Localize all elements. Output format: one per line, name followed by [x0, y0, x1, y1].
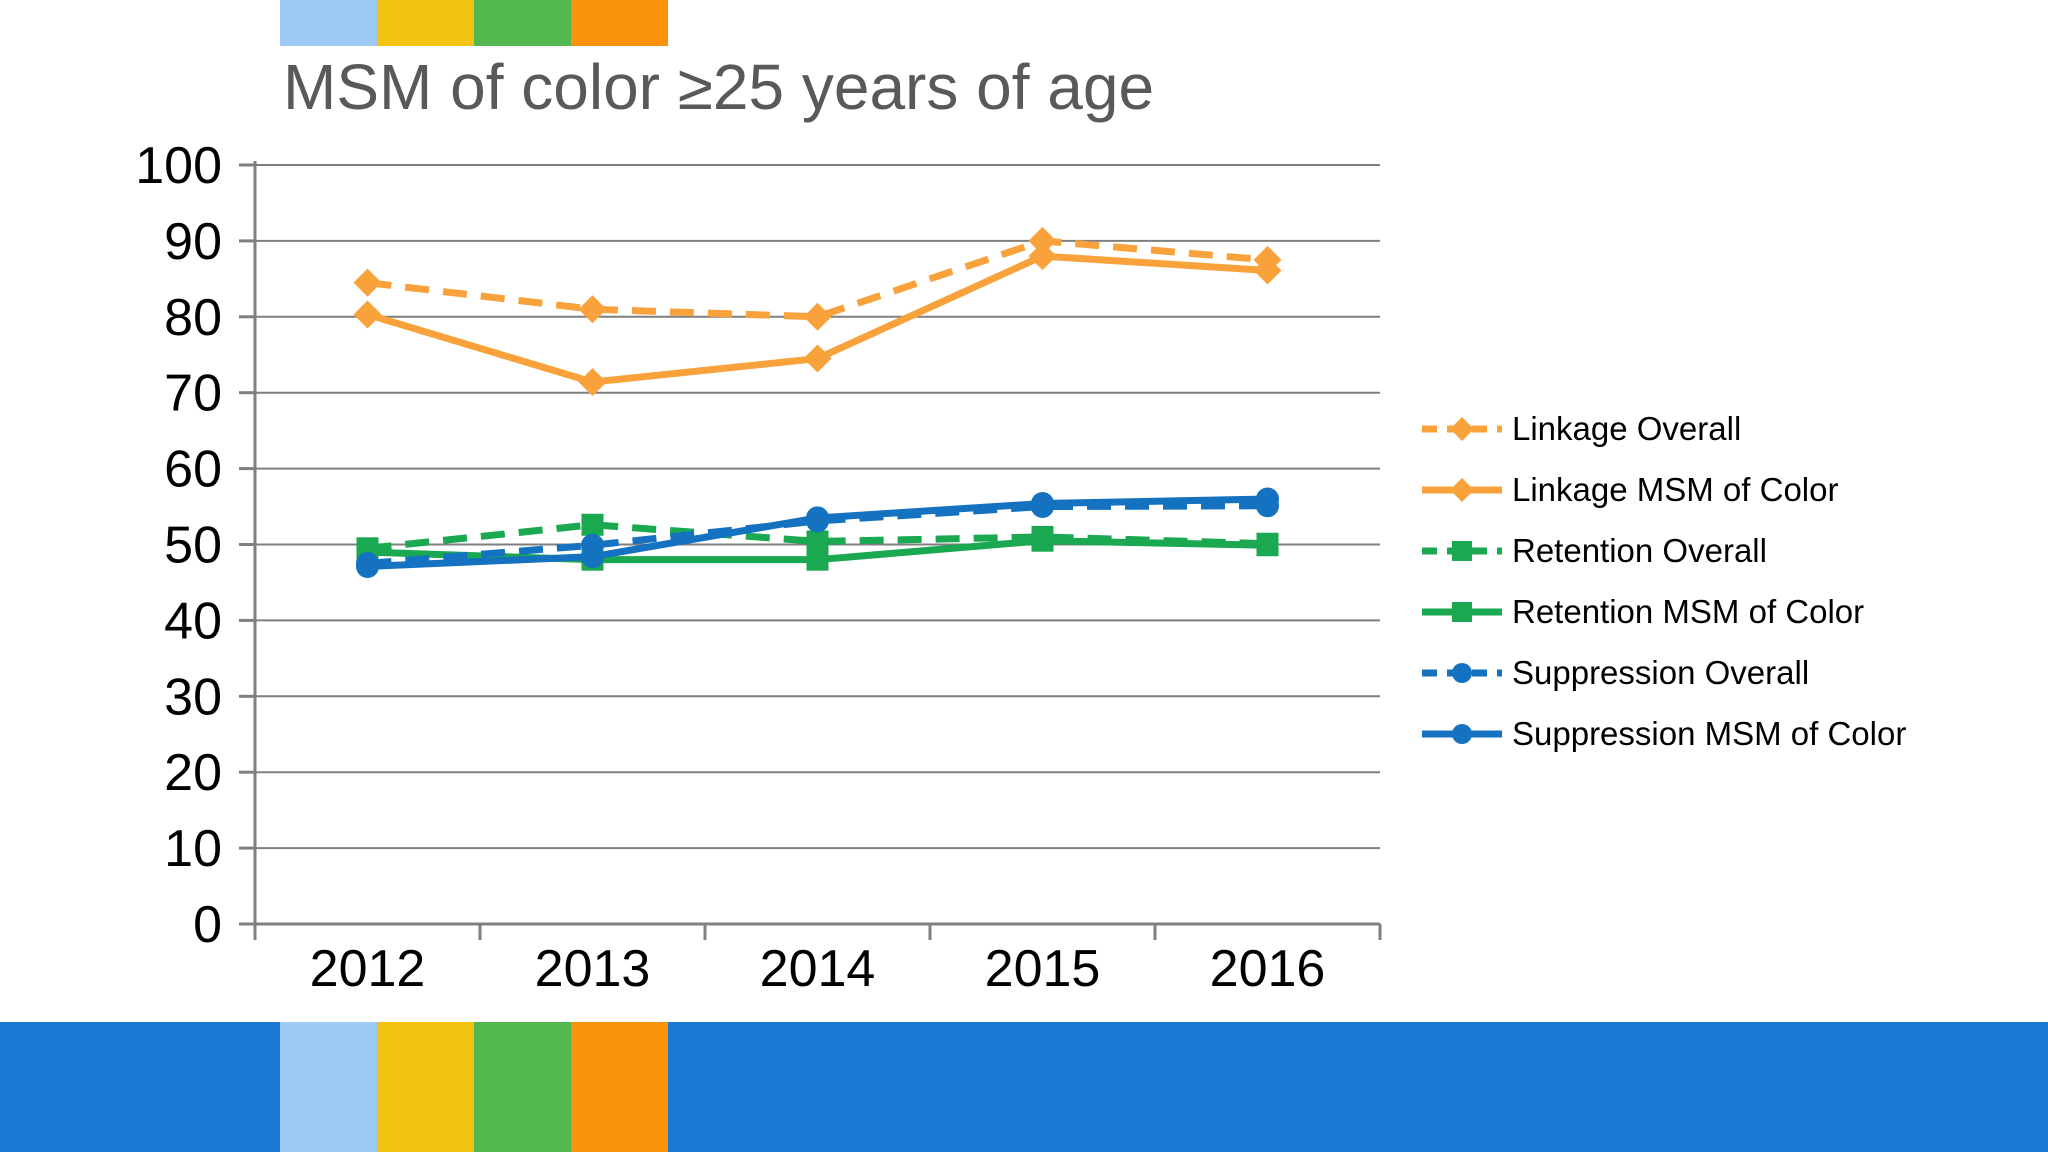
legend-label: Suppression Overall: [1512, 653, 1810, 691]
legend-label: Retention MSM of Color: [1512, 592, 1865, 630]
legend-marker-circle-icon: [1422, 662, 1502, 683]
circle-marker: [1256, 487, 1279, 511]
diamond-marker: [1028, 226, 1057, 255]
legend-item-retention-msm-of-color: Retention MSM of Color: [1420, 581, 1906, 642]
square-marker: [806, 530, 829, 553]
legend-marker-square-icon: [1422, 540, 1502, 561]
top-color-strip: [280, 0, 668, 46]
x-tick-label: 2015: [985, 940, 1101, 998]
y-tick-label: 70: [164, 365, 222, 423]
accent-square-orange: [571, 0, 668, 46]
legend-label: Linkage Overall: [1512, 409, 1742, 447]
legend-marker-circle-icon: [1422, 723, 1502, 744]
y-tick-label: 90: [164, 213, 222, 271]
legend-label: Retention Overall: [1512, 531, 1767, 569]
circle-marker: [1031, 492, 1054, 516]
y-tick-label: 40: [164, 592, 222, 650]
chart-legend: Linkage Overall Linkage MSM of Color Reten…: [1420, 398, 1906, 764]
footer-bar: [0, 1022, 2048, 1152]
diamond-marker: [1028, 242, 1057, 271]
legend-item-retention-overall: Retention Overall: [1420, 520, 1906, 581]
square-marker: [1256, 534, 1279, 557]
accent-square-orange: [571, 1022, 668, 1152]
diamond-marker: [1253, 256, 1282, 285]
legend-item-suppression-msm-of-color: Suppression MSM of Color: [1420, 703, 1906, 764]
diamond-marker: [803, 302, 832, 331]
x-tick-label: 2014: [760, 940, 876, 998]
legend-item-suppression-overall: Suppression Overall: [1420, 642, 1906, 703]
diamond-marker: [803, 344, 832, 373]
accent-square-yellow: [377, 1022, 474, 1152]
x-tick-label: 2016: [1210, 940, 1326, 998]
series-line: [367, 237, 1268, 321]
square-marker: [1031, 529, 1054, 552]
diamond-marker: [578, 368, 607, 397]
legend-marker-square-icon: [1422, 601, 1502, 622]
accent-square-green: [474, 0, 571, 46]
x-tick-label: 2013: [535, 940, 651, 998]
footer-color-strip: [280, 1022, 668, 1152]
diamond-marker: [578, 295, 607, 324]
legend-marker-diamond-icon: [1422, 477, 1502, 502]
y-tick-label: 20: [164, 744, 222, 802]
chart-title: MSM of color ≥25 years of age: [283, 51, 1155, 123]
square-marker: [581, 513, 604, 536]
y-tick-label: 100: [135, 137, 222, 195]
accent-square-green: [474, 1022, 571, 1152]
y-tick-label: 10: [164, 820, 222, 878]
accent-square-light-blue: [280, 0, 377, 46]
y-tick-label: 60: [164, 441, 222, 499]
legend-item-linkage-overall: Linkage Overall: [1420, 398, 1906, 459]
accent-square-yellow: [377, 0, 474, 46]
circle-marker: [356, 555, 379, 579]
accent-square-light-blue: [280, 1022, 377, 1152]
legend-label: Linkage MSM of Color: [1512, 470, 1839, 508]
circle-marker: [581, 545, 604, 569]
legend-label: Suppression MSM of Color: [1512, 714, 1907, 752]
x-tick-label: 2012: [310, 940, 426, 998]
y-tick-label: 0: [193, 896, 222, 954]
y-tick-label: 30: [164, 668, 222, 726]
y-tick-label: 50: [164, 517, 222, 575]
circle-marker: [806, 506, 829, 530]
square-marker: [806, 548, 829, 571]
y-tick-label: 80: [164, 289, 222, 347]
diamond-marker: [353, 300, 382, 329]
legend-item-linkage-msm-of-color: Linkage MSM of Color: [1420, 459, 1906, 520]
legend-marker-diamond-icon: [1422, 416, 1502, 441]
diamond-marker: [353, 268, 382, 297]
